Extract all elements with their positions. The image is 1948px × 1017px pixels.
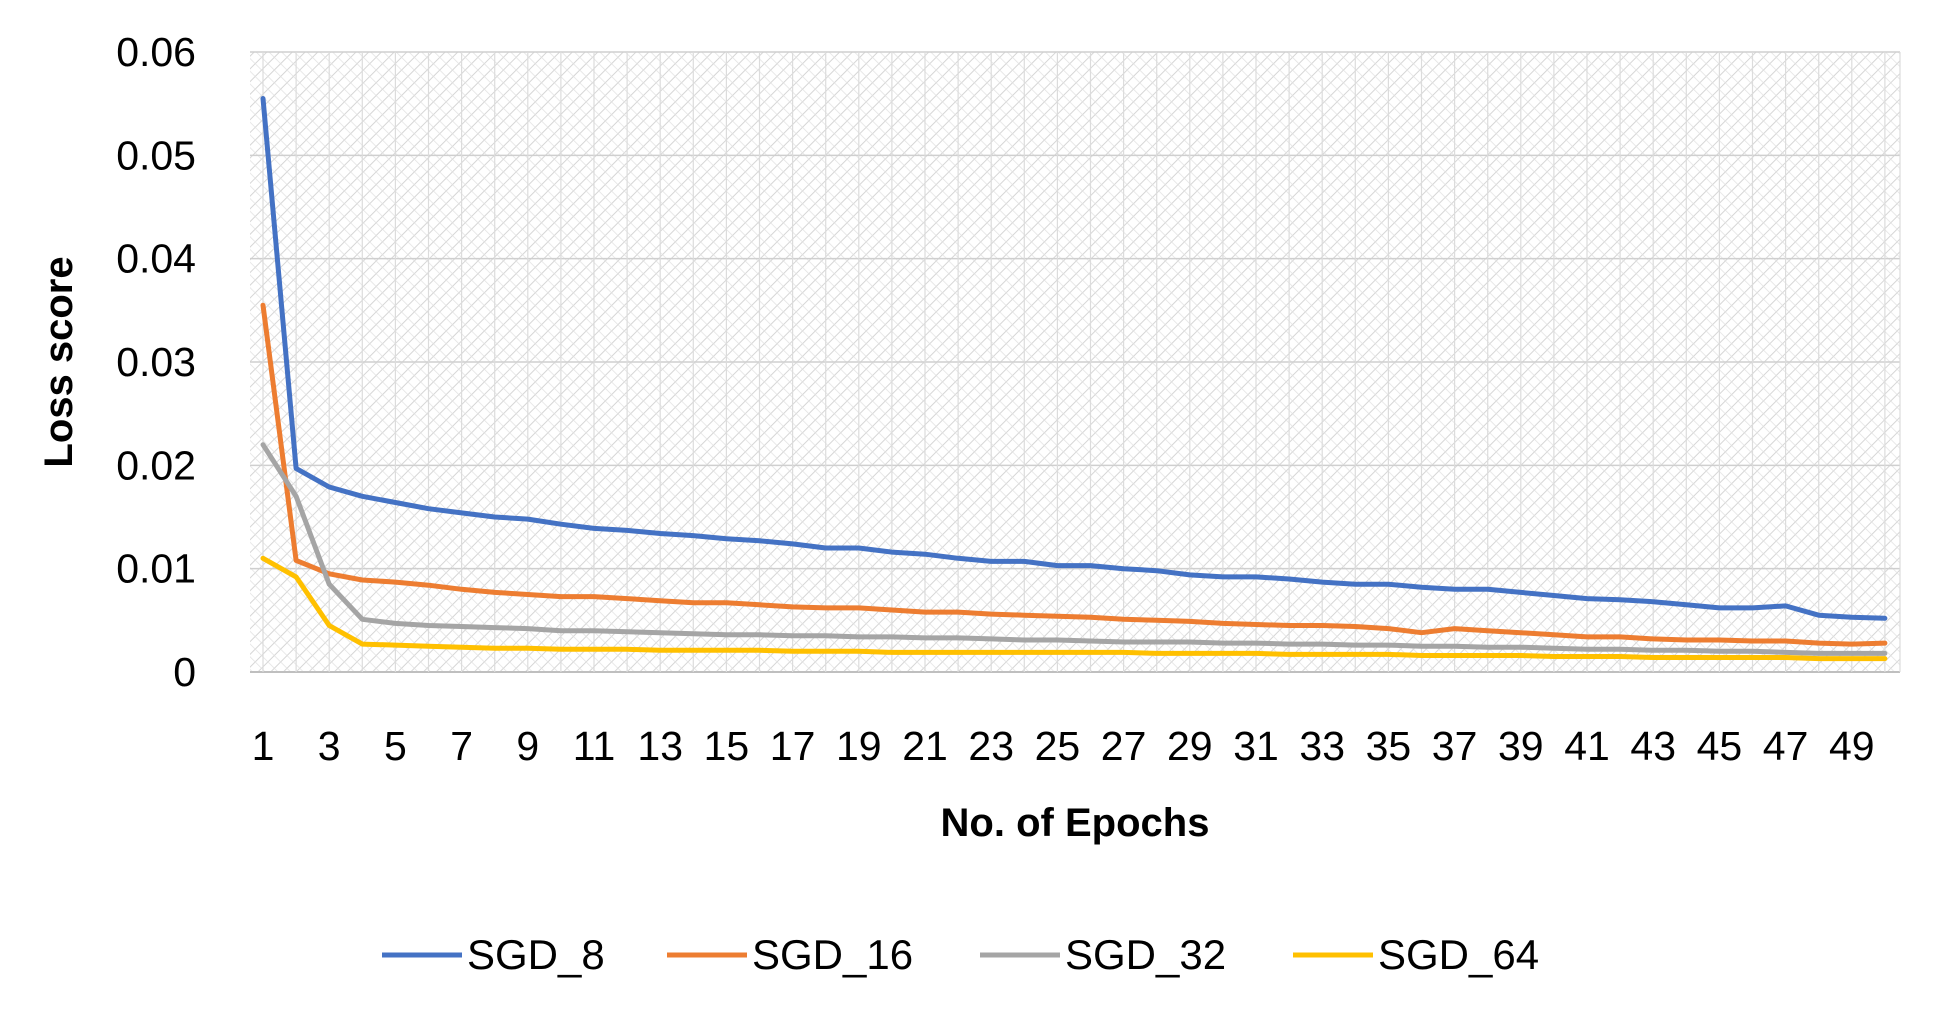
x-tick-label: 21 (902, 723, 948, 769)
x-tick-label: 19 (836, 723, 882, 769)
series-line-sgd-16 (260, 302, 1888, 647)
gridlines (250, 51, 1901, 673)
x-tick-label: 29 (1167, 723, 1213, 769)
x-tick-label: 33 (1299, 723, 1345, 769)
x-tick-label: 45 (1697, 723, 1743, 769)
series-lines (260, 96, 1888, 662)
x-tick-label: 43 (1630, 723, 1676, 769)
legend: SGD_8 SGD_16 SGD_32 SGD_64 (382, 931, 1539, 978)
x-tick-label: 31 (1233, 723, 1279, 769)
x-tick-label: 39 (1498, 723, 1544, 769)
x-tick-label: 49 (1829, 723, 1875, 769)
x-tick-label: 17 (770, 723, 816, 769)
y-tick-label: 0.06 (116, 29, 196, 75)
x-tick-label: 41 (1564, 723, 1610, 769)
y-tick-label: 0.05 (116, 132, 196, 178)
y-tick-label: 0.02 (116, 442, 196, 488)
x-axis-ticks: 1 3 5 7 9 11 13 15 17 19 21 23 25 27 29 31 33 35 37 39 41 43 4… (252, 723, 1875, 769)
x-tick-label: 15 (704, 723, 750, 769)
x-tick-label: 37 (1432, 723, 1478, 769)
legend-label: SGD_8 (467, 931, 605, 978)
x-tick-label: 9 (516, 723, 539, 769)
y-tick-label: 0.03 (116, 339, 196, 385)
x-tick-label: 25 (1035, 723, 1081, 769)
x-tick-label: 3 (318, 723, 341, 769)
x-axis-title: No. of Epochs (941, 801, 1210, 845)
series-line-sgd-8 (260, 96, 1888, 621)
x-tick-label: 47 (1763, 723, 1809, 769)
x-tick-label: 11 (573, 723, 616, 769)
x-tick-label: 13 (637, 723, 683, 769)
x-tick-label: 27 (1101, 723, 1147, 769)
y-tick-label: 0.01 (116, 546, 196, 592)
legend-label: SGD_32 (1065, 931, 1226, 978)
x-tick-label: 7 (450, 723, 473, 769)
y-axis-title: Loss score (37, 256, 81, 467)
x-tick-label: 1 (252, 723, 275, 769)
y-tick-label: 0 (173, 649, 196, 695)
y-axis-ticks: 0 0.01 0.02 0.03 0.04 0.05 0.06 (116, 29, 196, 695)
x-tick-label: 5 (384, 723, 407, 769)
legend-label: SGD_16 (752, 931, 913, 978)
y-tick-label: 0.04 (116, 236, 196, 282)
x-tick-label: 23 (968, 723, 1014, 769)
series-line-sgd-64 (260, 555, 1888, 662)
legend-label: SGD_64 (1378, 931, 1539, 978)
series-line-sgd-32 (260, 442, 1888, 656)
x-tick-label: 35 (1366, 723, 1412, 769)
